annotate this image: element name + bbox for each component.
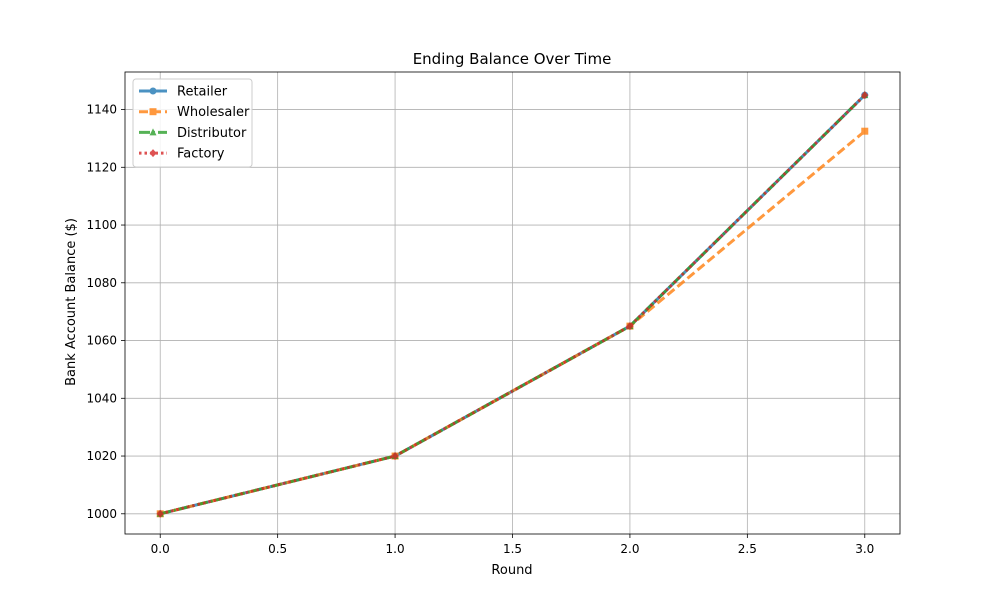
y-tick-label: 1080 xyxy=(86,276,117,290)
x-tick-label: 0.5 xyxy=(268,542,287,556)
y-tick-label: 1100 xyxy=(86,218,117,232)
x-tick-label: 2.0 xyxy=(620,542,639,556)
legend-box xyxy=(132,78,253,168)
data-point-wholesaler xyxy=(861,127,869,135)
chart-title: Ending Balance Over Time xyxy=(413,50,612,68)
y-tick-label: 1120 xyxy=(86,160,117,174)
y-tick-label: 1140 xyxy=(86,103,117,117)
x-tick-label: 0.0 xyxy=(151,542,170,556)
legend-label-retailer: Retailer xyxy=(177,85,228,100)
x-tick-label: 1.0 xyxy=(386,542,405,556)
y-tick-label: 1060 xyxy=(86,334,117,348)
legend-swatch-retailer xyxy=(139,87,167,95)
data-point-factory xyxy=(861,91,869,100)
legend-marker-retailer xyxy=(149,87,157,95)
legend: Retailer Wholesaler Distributor Factory xyxy=(132,78,253,168)
x-tick-label: 3.0 xyxy=(855,542,874,556)
legend-marker-factory xyxy=(149,149,157,158)
series-lines xyxy=(156,91,869,518)
series-factory xyxy=(156,91,869,518)
legend-marker-wholesaler xyxy=(149,108,157,116)
data-point-factory xyxy=(391,452,399,461)
y-tick-label: 1020 xyxy=(86,449,117,463)
grid xyxy=(125,72,900,534)
legend-swatch-factory xyxy=(139,149,167,158)
y-tick-label: 1000 xyxy=(86,507,117,521)
legend-label-wholesaler: Wholesaler xyxy=(177,105,250,120)
y-tick-label: 1040 xyxy=(86,391,117,405)
axes: 0.0 0.5 1.0 1.5 2.0 2.5 3.0 1000 1020 1040 1060 108… xyxy=(86,71,901,556)
series-line-factory xyxy=(159,94,866,516)
x-axis-title: Round xyxy=(491,563,532,578)
legend-label-factory: Factory xyxy=(177,147,225,162)
data-point-factory xyxy=(156,509,164,518)
x-tick-label: 2.5 xyxy=(738,542,757,556)
y-axis-title: Bank Account Balance ($) xyxy=(64,218,79,386)
legend-marker-distributor xyxy=(149,128,157,136)
data-point-factory xyxy=(626,322,634,331)
legend-swatch-wholesaler xyxy=(139,108,167,116)
legend-label-distributor: Distributor xyxy=(177,126,247,141)
x-tick-label: 1.5 xyxy=(503,542,522,556)
legend-swatch-distributor xyxy=(139,128,167,136)
